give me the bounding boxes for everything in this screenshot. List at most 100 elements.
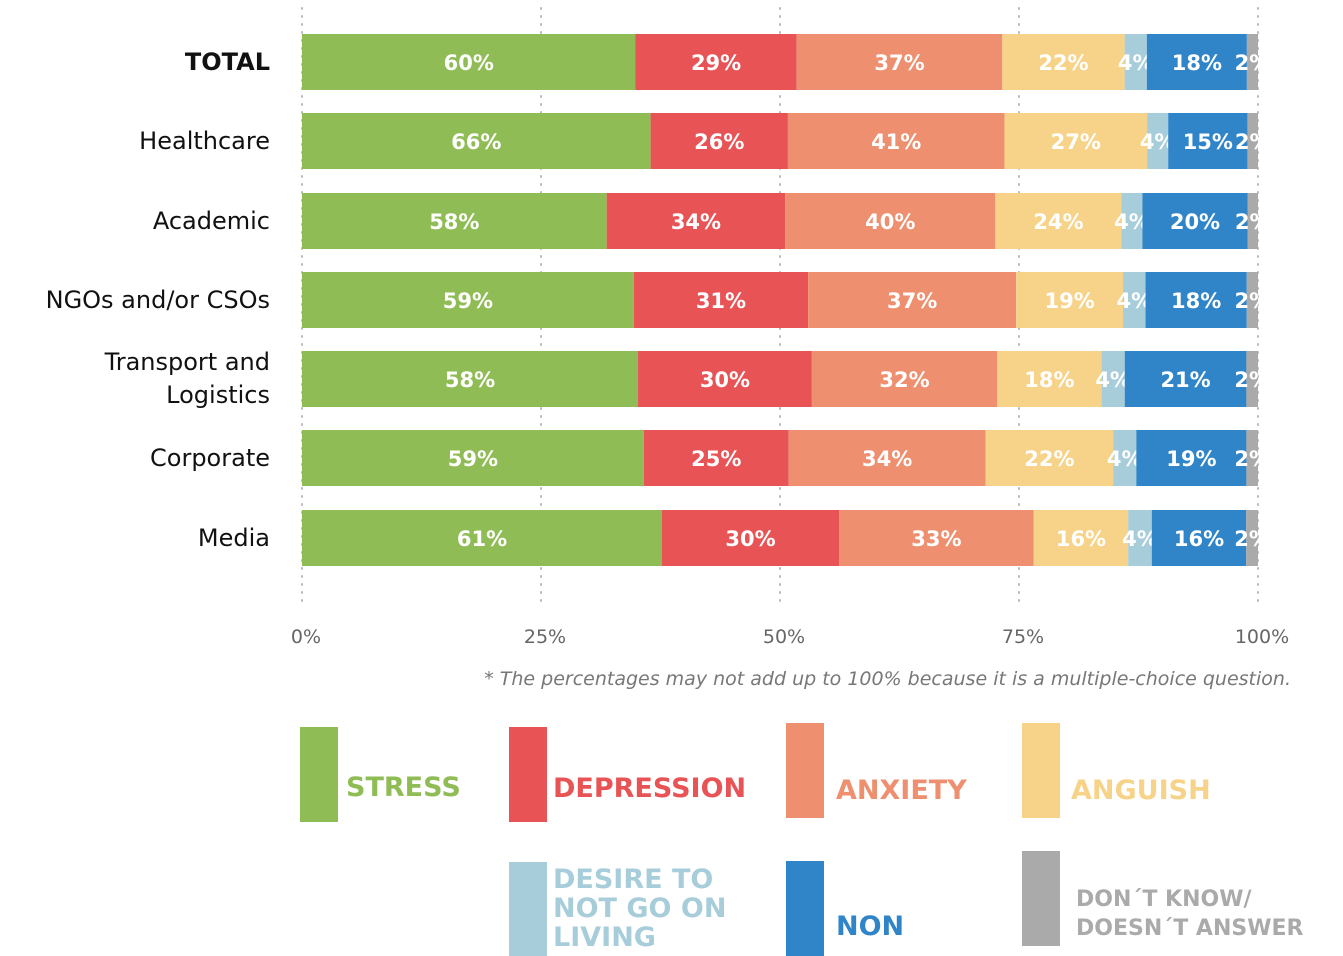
- legend-label: DEPRESSION: [553, 773, 747, 804]
- bar-segment: [839, 510, 1034, 566]
- value-label: 24%: [1033, 210, 1083, 234]
- bar-segment: [638, 351, 812, 407]
- value-label: 2%: [1235, 289, 1271, 313]
- bar-segment: [302, 113, 651, 169]
- value-label: 34%: [671, 210, 721, 234]
- bar-segment: [1123, 272, 1146, 328]
- legend-label: DESIRE TO NOT GO ON LIVING: [553, 864, 727, 953]
- legend-swatch: [509, 862, 547, 956]
- value-label: 34%: [862, 447, 912, 471]
- y-tick-label: NGOs and/or CSOs: [45, 285, 270, 314]
- bar-segment: [302, 430, 644, 486]
- value-label: 2%: [1234, 447, 1270, 471]
- y-tick-label: Corporate: [150, 443, 270, 472]
- value-label: 30%: [725, 527, 775, 551]
- value-label: 18%: [1024, 368, 1074, 392]
- value-label: 37%: [874, 51, 924, 75]
- value-label: 18%: [1171, 289, 1221, 313]
- bar-segment: [302, 193, 607, 249]
- bar-segment: [1124, 34, 1147, 90]
- value-label: 16%: [1056, 527, 1106, 551]
- bar-segment: [635, 34, 797, 90]
- bar-segment: [1124, 351, 1247, 407]
- bar-segment: [1247, 193, 1258, 249]
- bar-segment: [633, 272, 809, 328]
- bar-segment: [796, 34, 1003, 90]
- legend-label: STRESS: [346, 772, 461, 803]
- value-label: 22%: [1024, 447, 1074, 471]
- value-label: 2%: [1234, 368, 1270, 392]
- value-label: 32%: [879, 368, 929, 392]
- bar-segment: [1142, 193, 1248, 249]
- bar-segment: [302, 510, 662, 566]
- bar-segment: [788, 430, 986, 486]
- x-tick-label: 50%: [763, 626, 805, 648]
- bar-segment: [811, 351, 998, 407]
- bar-segment: [302, 34, 636, 90]
- value-label: 16%: [1174, 527, 1224, 551]
- bar-segment: [1002, 34, 1125, 90]
- bar-segment: [995, 193, 1122, 249]
- bar-segment: [1128, 510, 1152, 566]
- bar-segment: [1168, 113, 1248, 169]
- bar-segment: [1101, 351, 1125, 407]
- bar-segment: [997, 351, 1102, 407]
- bar-segment: [1145, 272, 1247, 328]
- value-label: 20%: [1170, 210, 1220, 234]
- legend-swatch: [1022, 851, 1060, 946]
- value-label: 18%: [1172, 51, 1222, 75]
- value-label: 60%: [444, 51, 494, 75]
- bar-segment: [1147, 113, 1169, 169]
- bar-segment: [1016, 272, 1124, 328]
- bar-segment: [650, 113, 788, 169]
- value-label: 59%: [448, 447, 498, 471]
- value-label: 41%: [871, 130, 921, 154]
- footnote: * The percentages may not add up to 100%…: [484, 668, 1291, 690]
- x-tick-label: 100%: [1235, 626, 1289, 648]
- bar-segment: [302, 351, 639, 407]
- legend-swatch: [300, 727, 338, 822]
- x-tick-label: 25%: [524, 626, 566, 648]
- value-label: 27%: [1051, 130, 1101, 154]
- bar-segment: [1246, 272, 1258, 328]
- bar-segment: [1033, 510, 1129, 566]
- value-label: 26%: [694, 130, 744, 154]
- bar-segment: [1246, 351, 1258, 407]
- value-label: 25%: [691, 447, 741, 471]
- bar-segment: [1247, 113, 1258, 169]
- value-label: 2%: [1234, 527, 1270, 551]
- bar-segment: [787, 113, 1005, 169]
- bar-segment: [1136, 430, 1247, 486]
- value-label: 21%: [1160, 368, 1210, 392]
- bar-segment: [1121, 193, 1143, 249]
- legend-label: NON: [836, 911, 905, 942]
- value-label: 31%: [696, 289, 746, 313]
- value-label: 2%: [1235, 51, 1271, 75]
- bar-segment: [1146, 34, 1247, 90]
- value-label: 2%: [1235, 210, 1271, 234]
- bar-segment: [1246, 510, 1258, 566]
- legend-label: ANGUISH: [1071, 775, 1211, 806]
- legend-swatch: [786, 861, 824, 956]
- value-label: 29%: [691, 51, 741, 75]
- y-tick-label: Transport and Logistics: [104, 348, 270, 409]
- bar-segment: [643, 430, 789, 486]
- bar-segment: [1004, 113, 1148, 169]
- legend-swatch: [1022, 723, 1060, 818]
- y-tick-label: TOTAL: [184, 47, 270, 76]
- value-label: 58%: [429, 210, 479, 234]
- bar-segment: [1151, 510, 1247, 566]
- value-label: 2%: [1235, 130, 1271, 154]
- value-label: 22%: [1038, 51, 1088, 75]
- bar-segment: [606, 193, 786, 249]
- value-label: 30%: [700, 368, 750, 392]
- value-label: 61%: [457, 527, 507, 551]
- value-label: 66%: [451, 130, 501, 154]
- value-label: 33%: [911, 527, 961, 551]
- legend-swatch: [786, 723, 824, 818]
- bar-segment: [1246, 34, 1258, 90]
- value-label: 19%: [1166, 447, 1216, 471]
- value-label: 40%: [865, 210, 915, 234]
